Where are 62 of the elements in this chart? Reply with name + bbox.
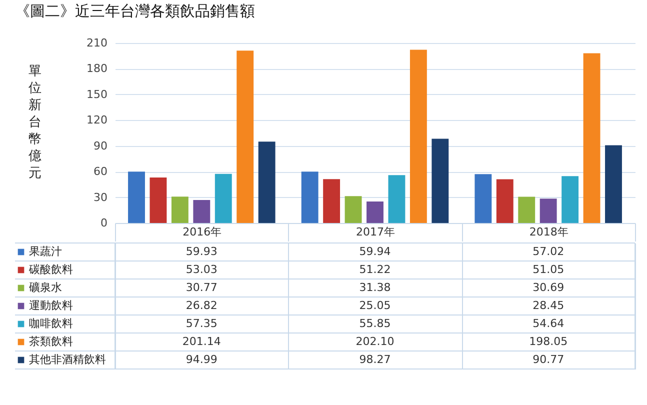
bar (518, 196, 536, 223)
data-label: 53.03 (186, 263, 218, 276)
bar (258, 142, 276, 223)
bar (496, 179, 514, 223)
bar (540, 198, 557, 223)
data-label: 59.93 (186, 245, 218, 258)
data-label: 94.99 (186, 353, 218, 366)
bar (323, 179, 340, 223)
y-tick-label: 180 (86, 62, 108, 76)
data-label: 31.38 (359, 281, 391, 294)
data-label: 98.27 (359, 353, 391, 366)
x-tick-label: 2016年 (182, 226, 222, 238)
bar (432, 138, 449, 223)
x-tick-label: 2018年 (529, 226, 568, 238)
bar (605, 145, 622, 223)
legend-label: 果蔬汁 (29, 245, 62, 258)
legend-label: 咖啡飲料 (29, 317, 73, 330)
legend-label: 其他非酒精飲料 (29, 353, 106, 366)
y-tick-label: 150 (86, 88, 108, 101)
bar (128, 172, 145, 223)
bar (410, 50, 427, 223)
data-label: 54.64 (532, 317, 564, 330)
data-label: 30.69 (532, 281, 564, 294)
data-label: 198.05 (529, 335, 568, 348)
data-label: 28.45 (532, 299, 564, 312)
bar (583, 53, 600, 223)
bar (301, 172, 318, 223)
y-tick-label: 0 (100, 216, 108, 230)
legend-label: 運動飲料 (29, 299, 73, 312)
data-label: 25.05 (359, 299, 391, 312)
bar (171, 196, 188, 223)
y-tick-label: 210 (86, 36, 108, 50)
y-tick-label: 60 (94, 165, 108, 178)
data-label: 57.02 (532, 245, 564, 258)
bar (214, 174, 232, 223)
bar (236, 50, 254, 223)
x-tick-label: 2017年 (356, 226, 395, 238)
bar (388, 175, 406, 223)
data-label: 30.77 (186, 281, 218, 294)
legend-label: 茶類飲料 (29, 335, 73, 348)
data-label: 51.22 (359, 263, 391, 276)
data-label: 59.94 (359, 245, 391, 258)
data-label: 201.14 (182, 335, 221, 348)
y-tick-label: 90 (94, 139, 108, 152)
y-tick-label: 30 (94, 190, 108, 204)
legend-label: 礦泉水 (29, 281, 62, 294)
y-tick-label: 120 (86, 114, 108, 127)
data-label: 202.10 (356, 335, 394, 348)
bar (474, 174, 492, 223)
data-label: 51.05 (532, 263, 564, 276)
bar (150, 178, 167, 223)
y-axis-title: 單位新台幣億元 (28, 64, 42, 181)
data-label: 57.35 (186, 317, 218, 330)
legend-label: 碳酸飲料 (28, 263, 73, 276)
bar (366, 202, 384, 223)
bar (193, 200, 210, 223)
data-label: 55.85 (359, 317, 391, 330)
data-label: 26.82 (186, 299, 218, 312)
bar (344, 196, 362, 223)
chart-title: 《圖二》近三年台灣各類飲品銷售額 (15, 2, 255, 20)
bar (562, 176, 579, 223)
data-label: 90.77 (532, 353, 564, 366)
